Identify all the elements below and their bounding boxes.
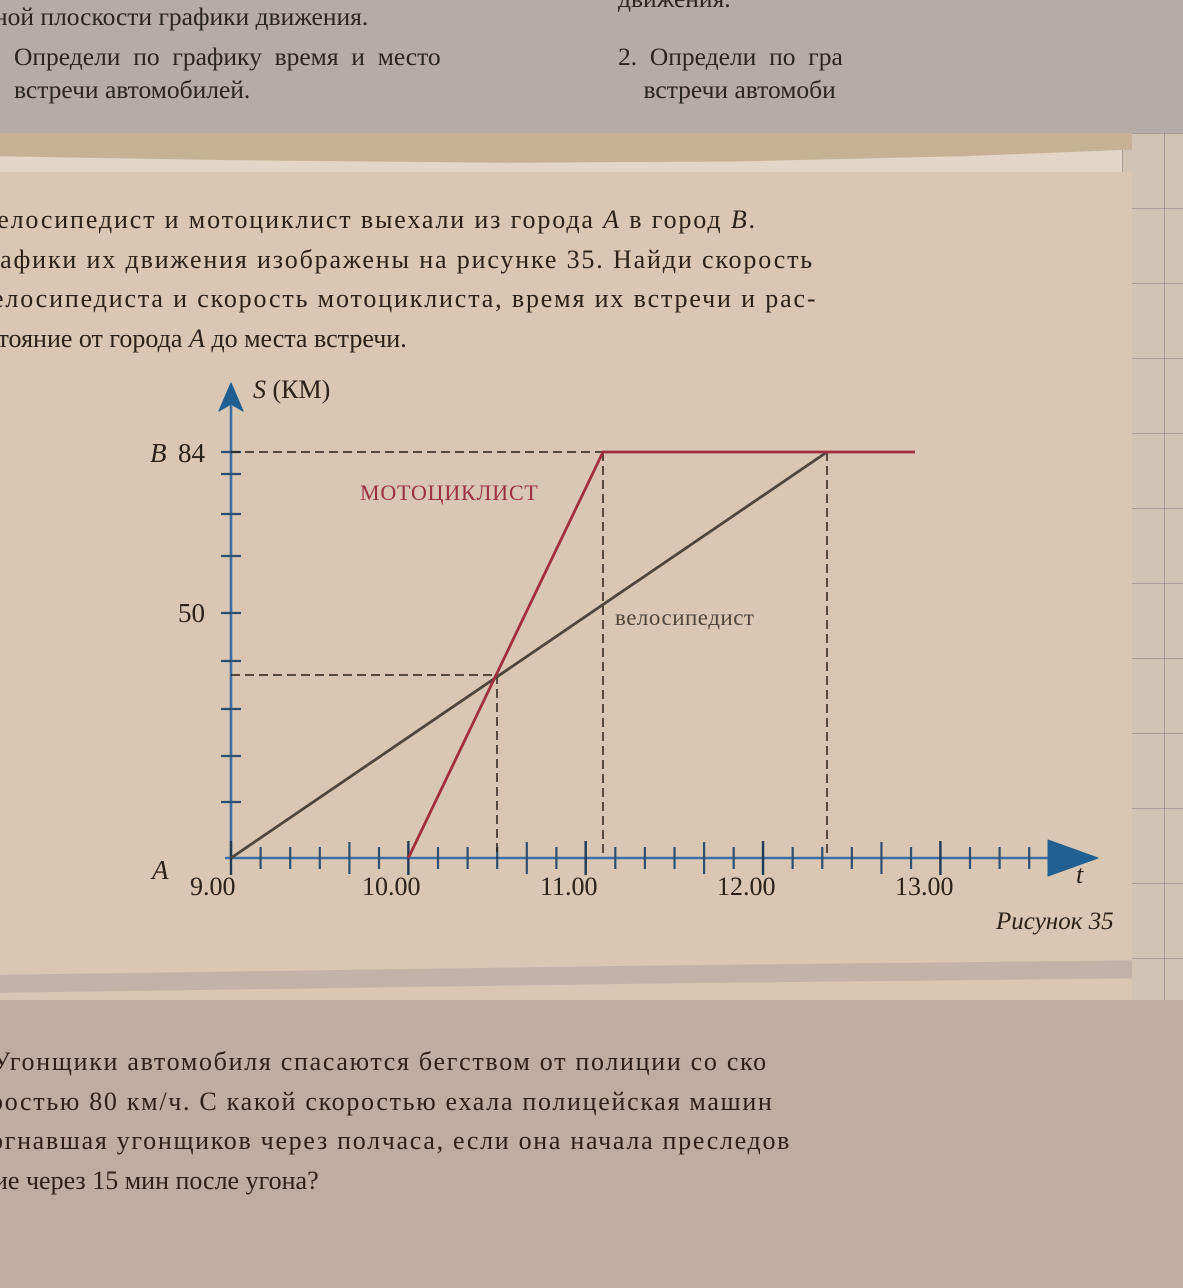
svg-text:9.00: 9.00: [190, 872, 236, 901]
svg-text:13.00: 13.00: [895, 872, 954, 901]
svg-text:B: B: [150, 438, 167, 468]
svg-text:S (КМ): S (КМ): [253, 375, 330, 404]
svg-text:50: 50: [178, 598, 205, 628]
svg-text:МОТОЦИКЛИСТ: МОТОЦИКЛИСТ: [360, 480, 539, 505]
svg-text:t: t: [1076, 860, 1084, 889]
svg-text:84: 84: [178, 438, 206, 468]
svg-text:A: A: [150, 855, 169, 885]
svg-text:велосипедист: велосипедист: [615, 605, 755, 630]
svg-text:11.00: 11.00: [540, 872, 598, 901]
svg-text:12.00: 12.00: [717, 872, 776, 901]
svg-text:10.00: 10.00: [362, 872, 421, 901]
